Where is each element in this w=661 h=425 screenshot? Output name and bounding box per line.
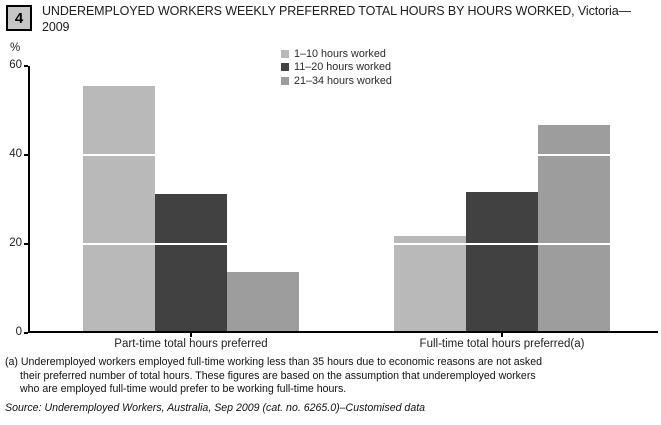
x-tick-mark xyxy=(190,333,192,337)
plot-area xyxy=(30,66,658,333)
x-tick-mark xyxy=(501,333,503,337)
figure-title: UNDEREMPLOYED WORKERS WEEKLY PREFERRED T… xyxy=(42,4,650,35)
category-label: Part-time total hours preferred xyxy=(114,338,268,350)
footnote: (a) Underemployed workers employed full-… xyxy=(5,356,545,397)
y-tick-label: 60 xyxy=(9,59,22,71)
legend: 1–10 hours worked 11–20 hours worked 21–34… xyxy=(281,47,392,88)
legend-label: 1–10 hours worked xyxy=(294,47,386,60)
bar xyxy=(466,192,538,333)
footnote-line: their preferred number of total hours. T… xyxy=(20,369,536,382)
legend-label: 21–34 hours worked xyxy=(294,74,392,87)
bar xyxy=(538,125,610,333)
legend-item: 21–34 hours worked xyxy=(281,74,392,88)
legend-item: 1–10 hours worked xyxy=(281,47,392,61)
gridline xyxy=(30,243,658,245)
bar xyxy=(155,194,227,333)
y-axis-unit-label: % xyxy=(10,42,21,54)
y-tick-mark xyxy=(24,65,28,67)
figure-title-line-2: 2009 xyxy=(42,19,70,34)
category-label: Full-time total hours preferred(a) xyxy=(419,338,585,350)
y-tick-label: 0 xyxy=(15,326,22,338)
source-note: Source: Underemployed Workers, Australia… xyxy=(5,402,426,414)
bar xyxy=(394,236,466,333)
legend-swatch xyxy=(281,49,289,58)
footnote-line: (a) Underemployed workers employed full-… xyxy=(5,356,543,368)
y-tick-label: 20 xyxy=(9,237,22,249)
bar xyxy=(227,272,299,333)
legend-swatch xyxy=(281,63,289,72)
y-axis-line xyxy=(28,66,30,333)
figure-title-line-1: UNDEREMPLOYED WORKERS WEEKLY PREFERRED T… xyxy=(42,4,631,18)
y-tick-mark xyxy=(24,154,28,156)
y-tick-mark xyxy=(24,332,28,334)
legend-label: 11–20 hours worked xyxy=(294,61,392,74)
legend-item: 11–20 hours worked xyxy=(281,61,392,75)
figure-number-badge: 4 xyxy=(6,5,32,31)
y-tick-mark xyxy=(24,243,28,245)
bar xyxy=(83,86,155,333)
gridline xyxy=(30,154,658,156)
legend-swatch xyxy=(281,76,289,85)
y-tick-label: 40 xyxy=(9,148,22,160)
footnote-line: who are employed full-time would prefer … xyxy=(20,383,347,395)
x-axis-line xyxy=(28,331,658,333)
